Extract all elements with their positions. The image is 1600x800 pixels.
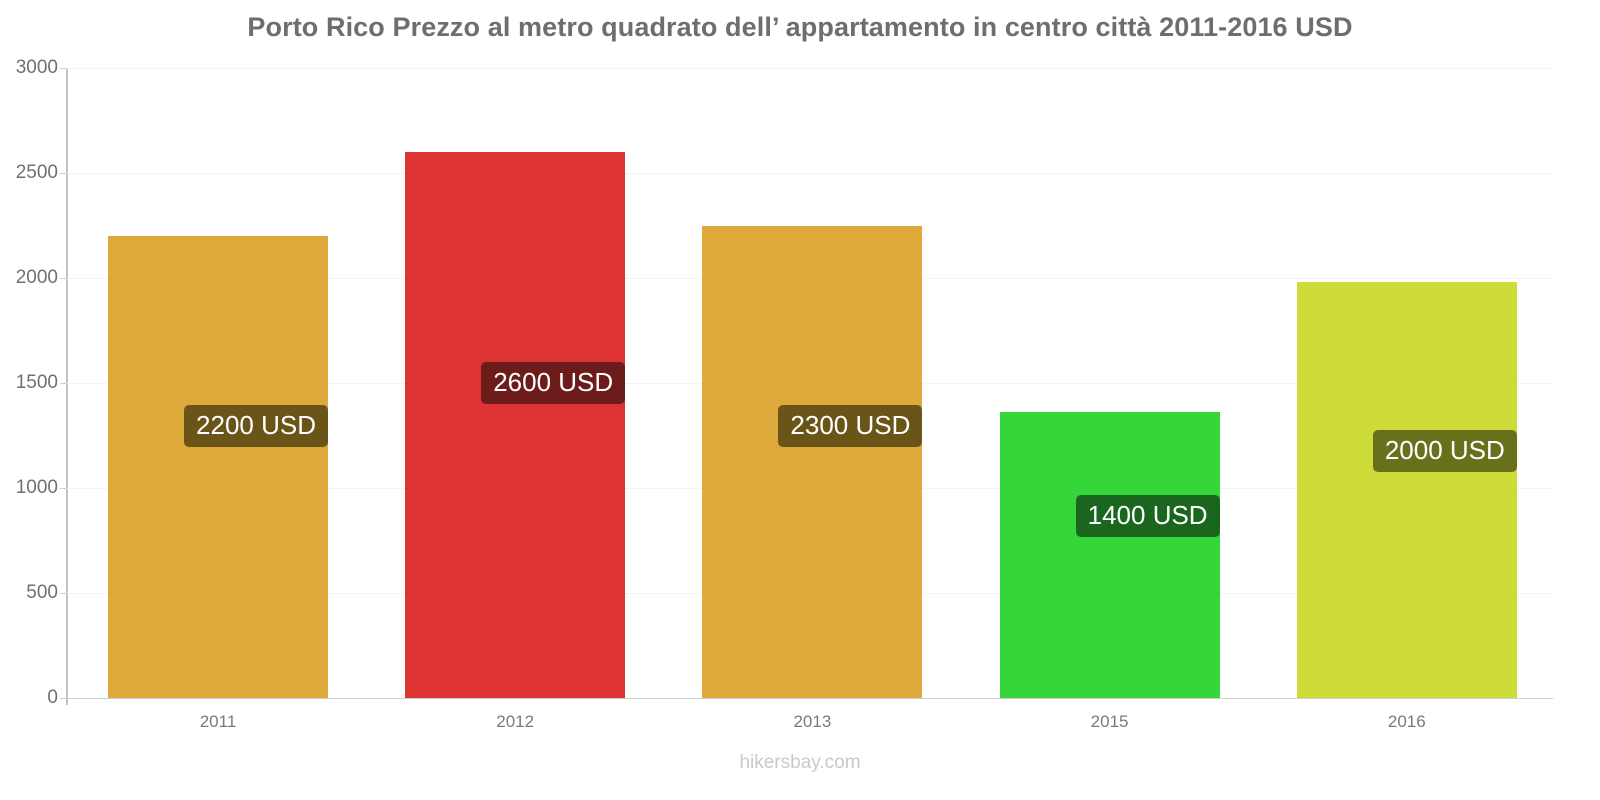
y-tick-mark	[60, 68, 67, 69]
x-tick-label: 2012	[496, 712, 535, 731]
bar[interactable]	[702, 225, 923, 698]
bar-value-label: 2000 USD	[1372, 430, 1517, 472]
x-tick-label: 2013	[793, 712, 832, 731]
bar[interactable]	[405, 152, 626, 698]
y-tick-label: 1000	[15, 477, 58, 498]
x-tick-label: 2016	[1387, 712, 1426, 731]
gridline	[67, 68, 1553, 69]
y-tick-mark	[60, 488, 67, 489]
bar-value-label: 2600 USD	[481, 362, 626, 404]
y-tick-mark	[60, 173, 67, 174]
y-tick-mark	[60, 278, 67, 279]
y-tick-label: 2500	[15, 162, 58, 183]
bar[interactable]	[1296, 282, 1517, 698]
y-tick-mark	[60, 593, 67, 594]
y-tick-mark	[60, 383, 67, 384]
bar[interactable]	[999, 412, 1220, 698]
y-tick-label: 0	[47, 687, 58, 708]
bar-value-label: 2200 USD	[184, 405, 328, 447]
y-tick-label: 1500	[15, 372, 58, 393]
source-watermark: hikersbay.com	[739, 752, 861, 773]
gridline	[67, 698, 1553, 699]
y-tick-label: 3000	[15, 57, 58, 78]
y-tick-label: 2000	[15, 267, 58, 288]
x-tick-label: 2011	[199, 712, 237, 731]
bar-value-label: 2300 USD	[778, 405, 923, 447]
gridline	[67, 173, 1553, 174]
y-tick-label: 500	[26, 582, 58, 603]
y-axis-line	[66, 68, 68, 705]
chart-title: Porto Rico Prezzo al metro quadrato dell…	[247, 12, 1353, 42]
x-tick-label: 2015	[1090, 712, 1129, 731]
bar-value-label: 1400 USD	[1075, 495, 1220, 537]
y-tick-mark	[60, 698, 67, 699]
bar[interactable]	[108, 236, 328, 698]
